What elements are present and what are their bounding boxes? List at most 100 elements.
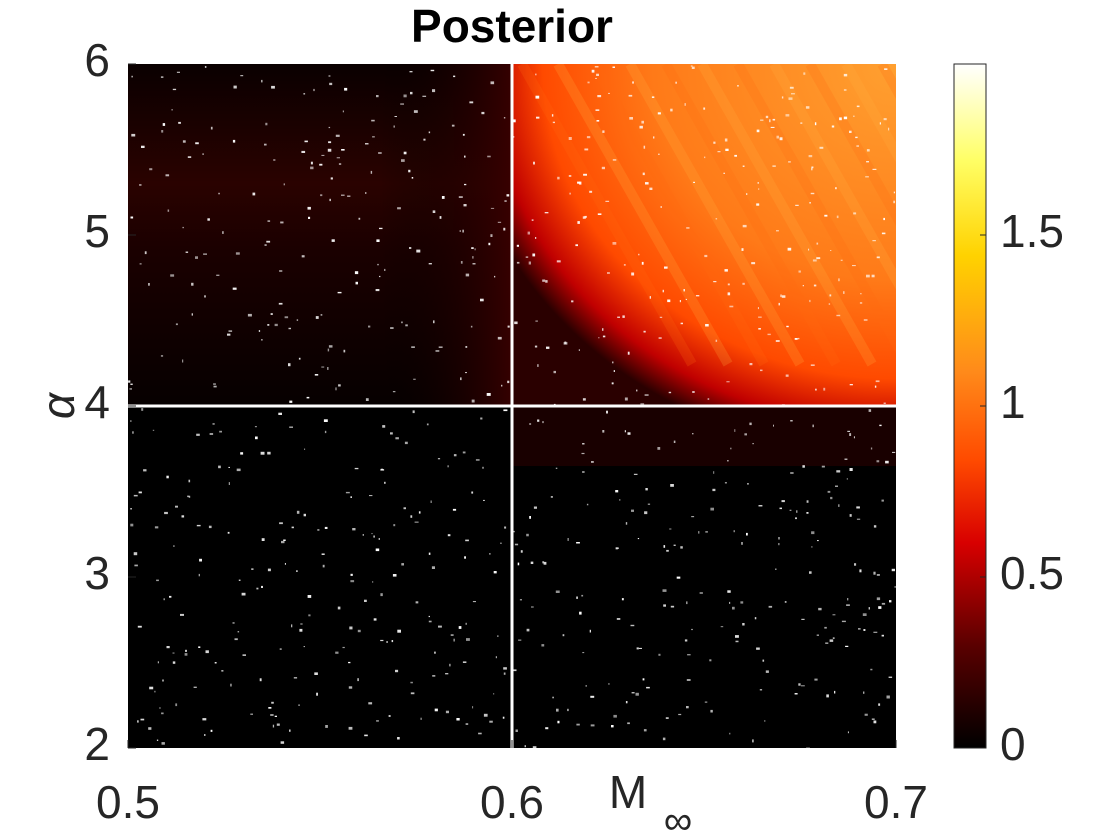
sample-speckle — [252, 192, 256, 196]
sample-speckle — [464, 556, 466, 559]
sample-speckle — [729, 732, 731, 735]
sample-speckle — [836, 470, 841, 473]
sample-speckle — [348, 661, 351, 664]
sample-speckle — [416, 249, 421, 253]
sample-speckle — [488, 242, 491, 246]
sample-speckle — [591, 69, 595, 73]
sample-speckle — [843, 116, 848, 120]
sample-speckle — [835, 187, 837, 190]
x-axis-ticks: 0.5 0.6 0.7 — [96, 740, 928, 828]
y-tick-label: 3 — [84, 547, 110, 599]
sample-speckle — [342, 646, 345, 649]
sample-speckle — [191, 282, 194, 286]
sample-speckle — [809, 202, 811, 204]
sample-speckle — [159, 707, 161, 709]
sample-speckle — [717, 151, 721, 153]
sample-speckle — [658, 337, 662, 339]
sample-speckle — [167, 209, 170, 212]
sample-speckle — [841, 620, 846, 623]
sample-speckle — [724, 138, 728, 142]
sample-speckle — [859, 302, 863, 304]
sample-speckle — [602, 430, 605, 433]
sample-speckle — [660, 206, 662, 208]
sample-speckle — [808, 248, 810, 251]
sample-speckle — [692, 391, 695, 393]
sample-speckle — [595, 109, 600, 111]
sample-speckle — [827, 490, 831, 493]
sample-speckle — [617, 316, 620, 318]
sample-speckle — [816, 242, 819, 245]
sample-speckle — [666, 549, 669, 552]
sample-speckle — [384, 481, 386, 484]
sample-speckle — [676, 576, 681, 579]
sample-speckle — [411, 346, 415, 348]
sample-speckle — [350, 573, 353, 576]
sample-speckle — [756, 647, 760, 650]
sample-speckle — [372, 581, 374, 583]
sample-speckle — [790, 472, 794, 474]
sample-speckle — [279, 270, 283, 272]
sample-speckle — [834, 690, 836, 694]
sample-speckle — [264, 143, 267, 146]
sample-speckle — [642, 172, 645, 176]
sample-speckle — [631, 692, 635, 694]
sample-speckle — [821, 465, 825, 468]
sample-speckle — [781, 295, 786, 298]
x-axis-label-subscript: ∞ — [664, 799, 693, 840]
sample-speckle — [166, 646, 170, 649]
sample-speckle — [797, 337, 800, 340]
sample-speckle — [764, 720, 766, 722]
sample-speckle — [373, 535, 375, 538]
sample-speckle — [410, 515, 413, 518]
sample-speckle — [518, 639, 522, 641]
sample-speckle — [270, 714, 274, 716]
sample-speckle — [590, 724, 595, 727]
sample-speckle — [181, 515, 185, 518]
sample-speckle — [576, 542, 580, 544]
sample-speckle — [348, 686, 353, 689]
sample-speckle — [271, 85, 275, 89]
sample-speckle — [690, 65, 693, 67]
sample-speckle — [161, 712, 164, 715]
sample-speckle — [849, 468, 853, 471]
sample-speckle — [640, 403, 645, 406]
sample-speckle — [198, 573, 200, 577]
sample-speckle — [516, 261, 520, 264]
sample-speckle — [299, 628, 303, 632]
sample-speckle — [264, 244, 267, 246]
sample-speckle — [202, 718, 207, 721]
sample-speckle — [683, 289, 685, 292]
sample-speckle — [624, 430, 626, 433]
sample-speckle — [795, 517, 797, 520]
sample-speckle — [602, 130, 605, 133]
sample-speckle — [435, 350, 440, 352]
heatmap-fade-to-center — [380, 64, 512, 406]
sample-speckle — [478, 732, 482, 735]
sample-speckle — [375, 289, 380, 292]
sample-speckle — [382, 425, 386, 428]
sample-speckle — [582, 216, 586, 219]
sample-speckle — [279, 648, 282, 650]
sample-speckle — [691, 66, 695, 69]
sample-speckle — [596, 120, 600, 122]
sample-speckle — [384, 268, 386, 271]
sample-speckle — [625, 701, 628, 704]
sample-speckle — [562, 634, 565, 637]
sample-speckle — [335, 387, 337, 391]
sample-speckle — [623, 264, 626, 266]
sample-speckle — [881, 634, 884, 637]
sample-speckle — [579, 181, 582, 185]
sample-speckle — [486, 393, 491, 396]
sample-speckle — [392, 574, 397, 577]
sample-speckle — [283, 183, 285, 186]
sample-speckle — [175, 323, 178, 326]
sample-speckle — [133, 494, 138, 497]
sample-speckle — [817, 540, 819, 542]
sample-speckle — [773, 424, 774, 427]
sample-speckle — [228, 482, 230, 485]
sample-speckle — [441, 196, 445, 199]
sample-speckle — [180, 613, 184, 616]
sample-speckle — [308, 614, 311, 617]
sample-speckle — [458, 196, 463, 198]
sample-speckle — [563, 342, 568, 345]
